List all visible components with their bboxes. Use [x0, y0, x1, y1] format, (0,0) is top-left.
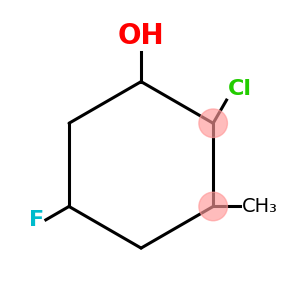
Text: Cl: Cl	[228, 79, 252, 99]
Text: F: F	[29, 210, 44, 230]
Text: CH₃: CH₃	[242, 197, 277, 216]
Circle shape	[199, 109, 227, 137]
Text: OH: OH	[118, 22, 164, 50]
Circle shape	[199, 192, 227, 221]
